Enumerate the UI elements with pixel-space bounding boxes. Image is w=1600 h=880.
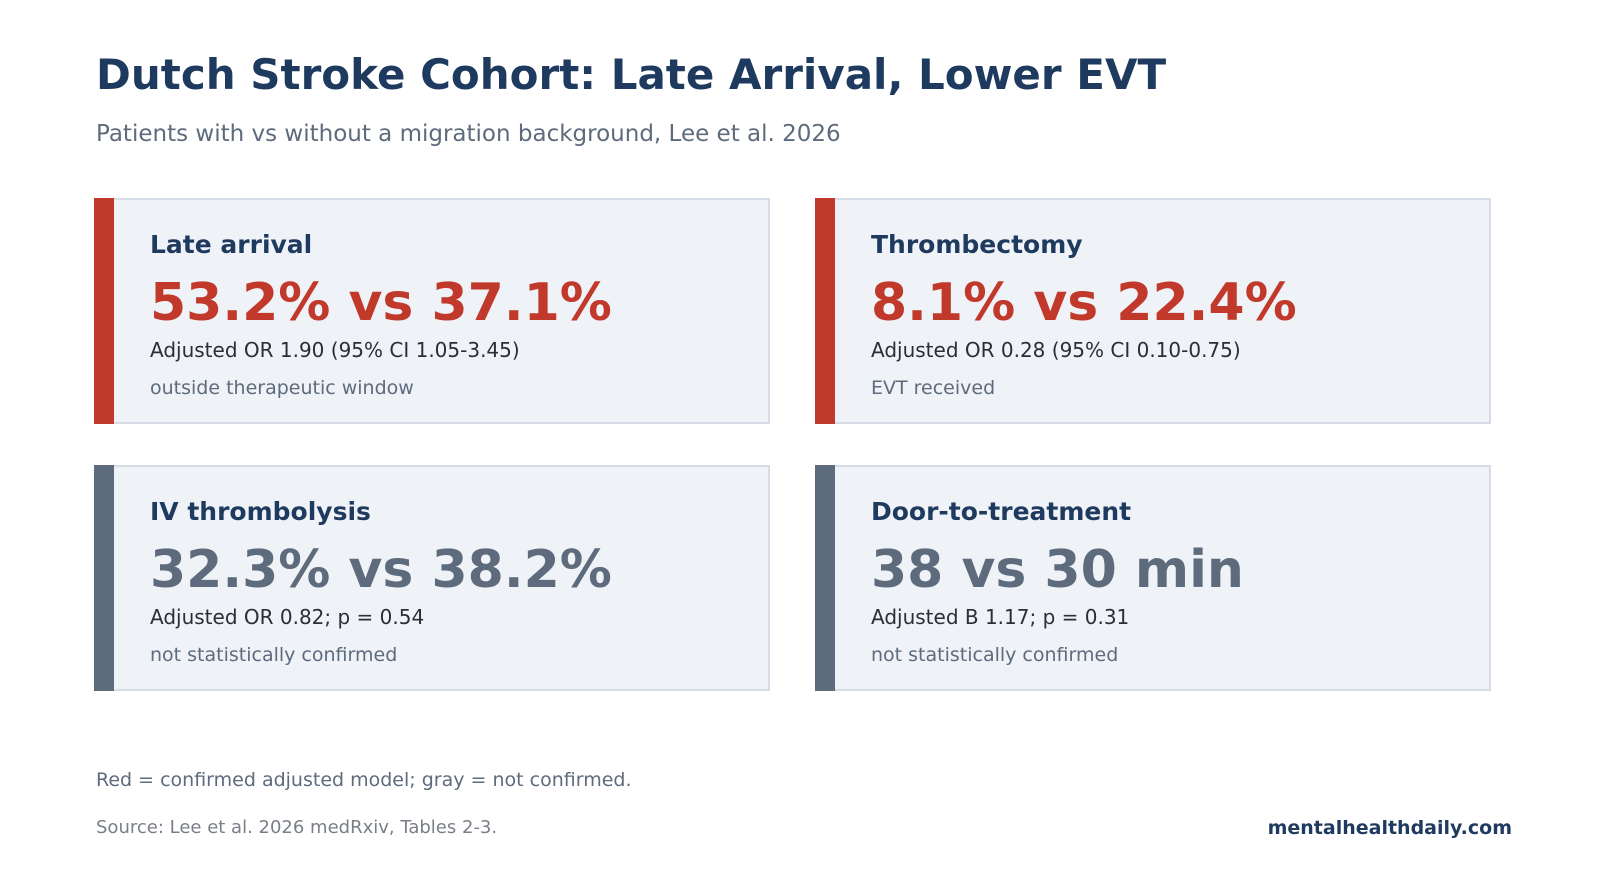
- card-note: outside therapeutic window: [150, 377, 414, 399]
- source-note: Source: Lee et al. 2026 medRxiv, Tables …: [96, 817, 498, 838]
- card-value: 38 vs 30 min: [871, 540, 1244, 600]
- card-note: EVT received: [871, 377, 996, 399]
- color-legend-note: Red = confirmed adjusted model; gray = n…: [96, 769, 632, 791]
- card-label: IV thrombolysis: [150, 497, 371, 526]
- status-color-bar: [94, 465, 114, 691]
- card-value: 32.3% vs 38.2%: [150, 540, 612, 600]
- card-label: Door-to-treatment: [871, 497, 1132, 526]
- status-color-bar: [94, 198, 114, 424]
- stat-card: Door-to-treatment 38 vs 30 min Adjusted B …: [815, 465, 1491, 691]
- card-value: 53.2% vs 37.1%: [150, 273, 612, 333]
- stat-card: Late arrival 53.2% vs 37.1% Adjusted OR 1.…: [94, 198, 770, 424]
- status-color-bar: [815, 198, 835, 424]
- card-stat: Adjusted OR 0.82; p = 0.54: [150, 605, 425, 629]
- card-note: not statistically confirmed: [871, 644, 1119, 666]
- card-label: Late arrival: [150, 230, 313, 259]
- card-label: Thrombectomy: [871, 230, 1083, 259]
- stat-card: Thrombectomy 8.1% vs 22.4% Adjusted OR 0.2…: [815, 198, 1491, 424]
- site-brand: mentalhealthdaily.com: [1267, 817, 1512, 839]
- chart-subtitle: Patients with vs without a migration bac…: [96, 121, 841, 147]
- card-stat: Adjusted OR 0.28 (95% CI 0.10-0.75): [871, 338, 1241, 362]
- card-stat: Adjusted OR 1.90 (95% CI 1.05-3.45): [150, 338, 520, 362]
- card-stat: Adjusted B 1.17; p = 0.31: [871, 605, 1130, 629]
- chart-title: Dutch Stroke Cohort: Late Arrival, Lower…: [96, 50, 1167, 99]
- card-value: 8.1% vs 22.4%: [871, 273, 1297, 333]
- card-note: not statistically confirmed: [150, 644, 398, 666]
- stat-card: IV thrombolysis 32.3% vs 38.2% Adjusted OR…: [94, 465, 770, 691]
- status-color-bar: [815, 465, 835, 691]
